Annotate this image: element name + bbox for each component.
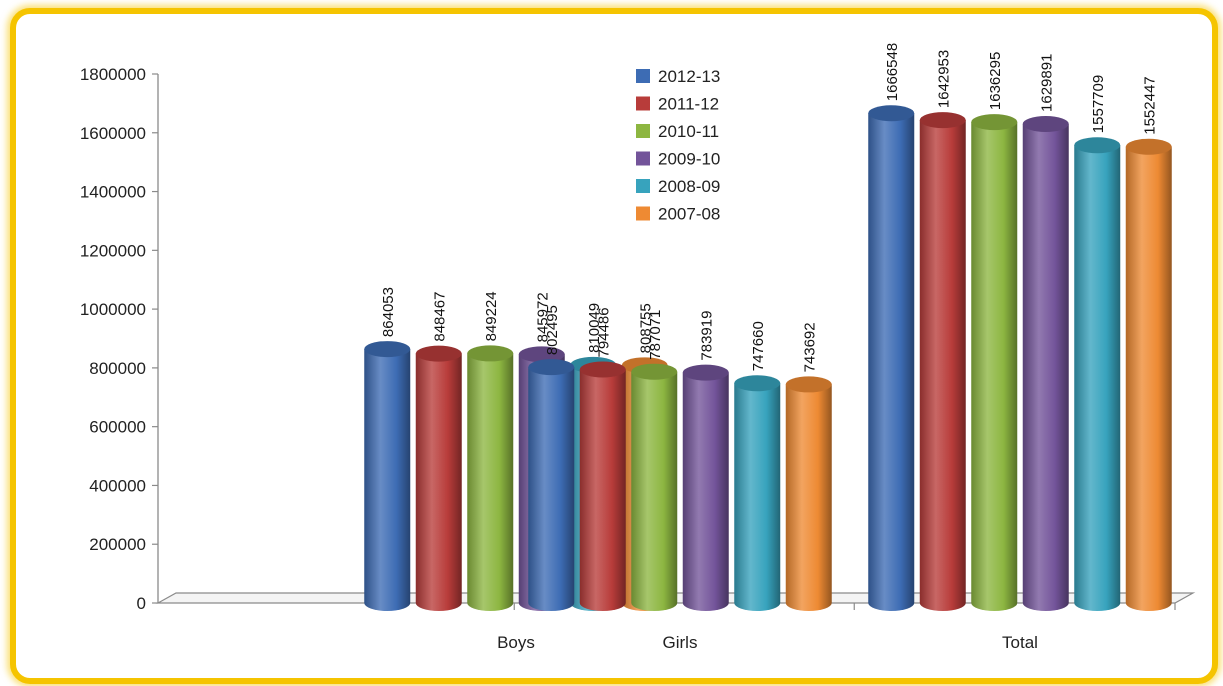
data-label: 864053 — [380, 287, 397, 337]
bar — [415, 345, 462, 611]
bar — [467, 345, 514, 611]
bar-top — [868, 105, 915, 122]
legend-swatch — [636, 124, 650, 138]
bar-top — [682, 364, 729, 381]
y-tick-label: 1600000 — [80, 124, 146, 143]
y-tick-label: 1000000 — [80, 300, 146, 319]
bar-top — [919, 112, 966, 129]
bar-top — [971, 114, 1018, 131]
bar-body — [528, 367, 575, 611]
bar-body — [1125, 146, 1172, 611]
bar — [1125, 138, 1172, 611]
legend-swatch — [636, 96, 650, 111]
bar — [579, 361, 626, 611]
bar — [528, 359, 575, 611]
bar-top — [415, 345, 462, 362]
y-tick-label: 1200000 — [80, 241, 146, 260]
legend-swatch — [636, 69, 650, 83]
y-tick-label: 200000 — [89, 535, 146, 554]
bar — [971, 114, 1018, 611]
bar — [364, 341, 411, 611]
bar-top — [734, 375, 781, 392]
bar — [868, 105, 915, 611]
data-label: 848467 — [432, 292, 449, 342]
bar — [919, 112, 966, 612]
y-tick-label: 1800000 — [80, 65, 146, 84]
bar-body — [1022, 123, 1069, 611]
bar-body — [579, 369, 626, 611]
y-tick-label: 600000 — [89, 418, 146, 437]
bar — [734, 375, 781, 611]
data-label: 747660 — [750, 321, 767, 371]
bar-top — [631, 363, 678, 380]
legend-label: 2012-13 — [658, 67, 720, 86]
x-category-label: Total — [1002, 633, 1038, 652]
data-label: 1629891 — [1039, 54, 1056, 112]
data-label: 1636295 — [987, 52, 1004, 110]
data-label: 810049 — [586, 303, 603, 353]
bar-top — [579, 361, 626, 378]
bar-body — [1074, 145, 1121, 611]
legend-label: 2011-12 — [658, 95, 719, 114]
bar-top — [528, 359, 575, 376]
bar-body — [785, 384, 832, 611]
bar-body — [919, 120, 966, 612]
data-label: 1557709 — [1090, 75, 1107, 133]
legend-label: 2008-09 — [658, 177, 720, 196]
data-label: 787071 — [647, 310, 664, 360]
bar-body — [868, 113, 915, 611]
legend-swatch — [636, 179, 650, 193]
bar — [682, 364, 729, 611]
bar-top — [1022, 115, 1069, 132]
y-tick-label: 800000 — [89, 359, 146, 378]
bar-body — [415, 353, 462, 611]
data-label: 849224 — [483, 291, 500, 341]
legend-label: 2009-10 — [658, 150, 720, 169]
legend: 2012-13 2011-12 2010-11 2009-10 2008-09 2007-… — [636, 67, 720, 224]
data-label: 743692 — [802, 322, 819, 372]
bar — [1074, 137, 1121, 611]
y-tick-label: 0 — [137, 594, 146, 613]
y-tick-label: 1400000 — [80, 183, 146, 202]
bar-top — [518, 346, 565, 363]
bar — [1022, 115, 1069, 611]
y-tick-label: 400000 — [89, 476, 146, 495]
legend-label: 2007-08 — [658, 205, 720, 224]
legend-swatch — [636, 206, 650, 221]
legend-swatch — [636, 151, 650, 166]
data-label: 808755 — [638, 303, 655, 353]
bar-body — [364, 349, 411, 611]
bar — [785, 376, 832, 611]
bar-top — [364, 341, 411, 358]
bar-body — [734, 383, 781, 611]
bar-top — [785, 376, 832, 393]
bar-body — [467, 353, 514, 611]
data-label: 845972 — [535, 292, 552, 342]
x-category-label: Girls — [663, 633, 698, 652]
data-label: 802495 — [544, 305, 561, 355]
bar — [631, 363, 678, 611]
legend-label: 2010-11 — [658, 122, 719, 141]
bar-top — [1125, 138, 1172, 155]
bar-body — [631, 371, 678, 611]
x-category-label: Boys — [497, 633, 535, 652]
data-label: 794486 — [596, 307, 613, 357]
data-label: 783919 — [699, 311, 716, 361]
data-label: 1642953 — [936, 50, 953, 108]
bar-top — [1074, 137, 1121, 154]
data-label: 1552447 — [1142, 76, 1159, 134]
bar-body — [682, 372, 729, 611]
bar-body — [971, 122, 1018, 611]
bar-top — [467, 345, 514, 362]
data-label: 1666548 — [884, 43, 901, 101]
